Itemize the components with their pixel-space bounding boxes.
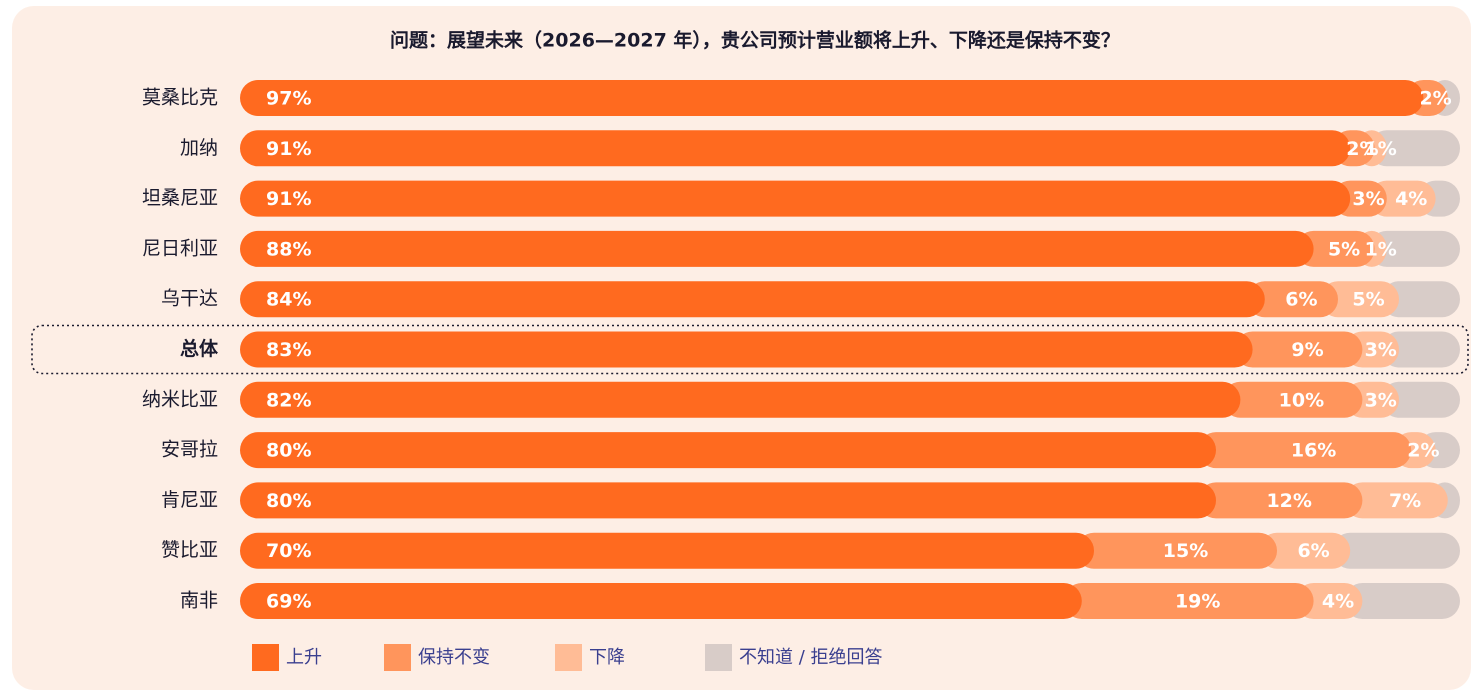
bar-segment — [1076, 532, 1277, 569]
category-label: 尼日利亚 — [142, 237, 218, 259]
category-label: 坦桑尼亚 — [142, 187, 218, 209]
category-label: 乌干达 — [161, 288, 218, 310]
category-label: 安哥拉 — [161, 439, 218, 461]
category-label: 纳米比亚 — [142, 388, 218, 410]
bar-segment — [240, 180, 1351, 217]
value-label: 2% — [1419, 88, 1451, 110]
bar-segment — [1368, 230, 1460, 267]
bar-segment — [1344, 583, 1460, 619]
legend-label: 上升 — [286, 647, 322, 668]
bar-segment — [1381, 331, 1460, 368]
value-label: 80% — [266, 490, 311, 512]
bar-segment — [1332, 532, 1460, 569]
value-label: 3% — [1352, 188, 1384, 210]
chart-title: 问题：展望未来（2026—2027 年），贵公司预计营业额将上升、下降还是保持不… — [390, 29, 1120, 52]
bar-segment — [240, 230, 1314, 267]
legend-swatch — [384, 644, 411, 671]
value-label: 2% — [1346, 138, 1378, 160]
value-label: 97% — [266, 88, 311, 110]
category-label: 肯尼亚 — [161, 489, 218, 511]
value-label: 82% — [266, 389, 311, 411]
legend-label: 不知道 / 拒绝回答 — [739, 647, 883, 668]
bar-segment — [240, 281, 1265, 318]
category-label: 南非 — [180, 590, 218, 612]
value-label: 84% — [266, 289, 311, 311]
bar-segment — [240, 80, 1424, 116]
value-label: 91% — [266, 138, 311, 160]
bar-segment — [240, 432, 1216, 469]
bar-segment — [240, 482, 1216, 519]
value-label: 69% — [266, 591, 311, 613]
bar-segment — [1063, 583, 1314, 619]
value-label: 83% — [266, 339, 311, 361]
value-label: 3% — [1365, 389, 1397, 411]
bar-segment — [240, 532, 1094, 569]
bar-segment — [240, 130, 1351, 167]
bar-segment — [1381, 281, 1460, 318]
category-label: 莫桑比克 — [142, 87, 218, 109]
value-label: 91% — [266, 188, 311, 210]
category-label: 赞比亚 — [161, 539, 218, 561]
category-label: 加纳 — [180, 137, 218, 159]
bar-segment — [1344, 482, 1448, 519]
legend-swatch — [705, 644, 732, 671]
bar-segment — [1295, 230, 1375, 267]
value-label: 6% — [1297, 540, 1329, 562]
value-label: 4% — [1395, 188, 1427, 210]
bar-segment — [240, 331, 1253, 368]
value-label: 7% — [1389, 490, 1421, 512]
legend-swatch — [555, 644, 582, 671]
legend-swatch — [252, 644, 279, 671]
value-label: 80% — [266, 440, 311, 462]
value-label: 19% — [1175, 591, 1220, 613]
legend-label: 保持不变 — [418, 647, 490, 668]
value-label: 5% — [1328, 238, 1360, 260]
bar-segment — [1368, 180, 1436, 217]
bar-segment — [1259, 532, 1351, 569]
value-label: 70% — [266, 540, 311, 562]
bar-segment — [1381, 381, 1460, 418]
bar-segment — [240, 583, 1082, 619]
value-label: 5% — [1352, 289, 1384, 311]
value-label: 9% — [1291, 339, 1323, 361]
category-label: 总体 — [180, 337, 219, 360]
value-label: 3% — [1365, 339, 1397, 361]
bar-segment — [1234, 331, 1363, 368]
bar-segment — [1222, 381, 1363, 418]
value-label: 88% — [266, 238, 311, 260]
value-label: 15% — [1163, 540, 1208, 562]
bar-segment — [1295, 583, 1363, 619]
value-label: 1% — [1365, 138, 1397, 160]
bar-segment — [240, 381, 1241, 418]
value-label: 6% — [1285, 289, 1317, 311]
value-label: 1% — [1365, 238, 1397, 260]
value-label: 16% — [1291, 440, 1336, 462]
value-label: 4% — [1322, 591, 1354, 613]
highlight-box — [31, 324, 1469, 375]
bar-segment — [1246, 281, 1338, 318]
value-label: 2% — [1407, 440, 1439, 462]
bar-segment — [1198, 482, 1363, 519]
bar-segment — [1198, 432, 1412, 469]
legend-label: 下降 — [589, 647, 625, 668]
bar-segment — [1368, 130, 1460, 167]
bar-segment — [1320, 281, 1399, 318]
value-label: 10% — [1279, 389, 1324, 411]
value-label: 12% — [1266, 490, 1311, 512]
